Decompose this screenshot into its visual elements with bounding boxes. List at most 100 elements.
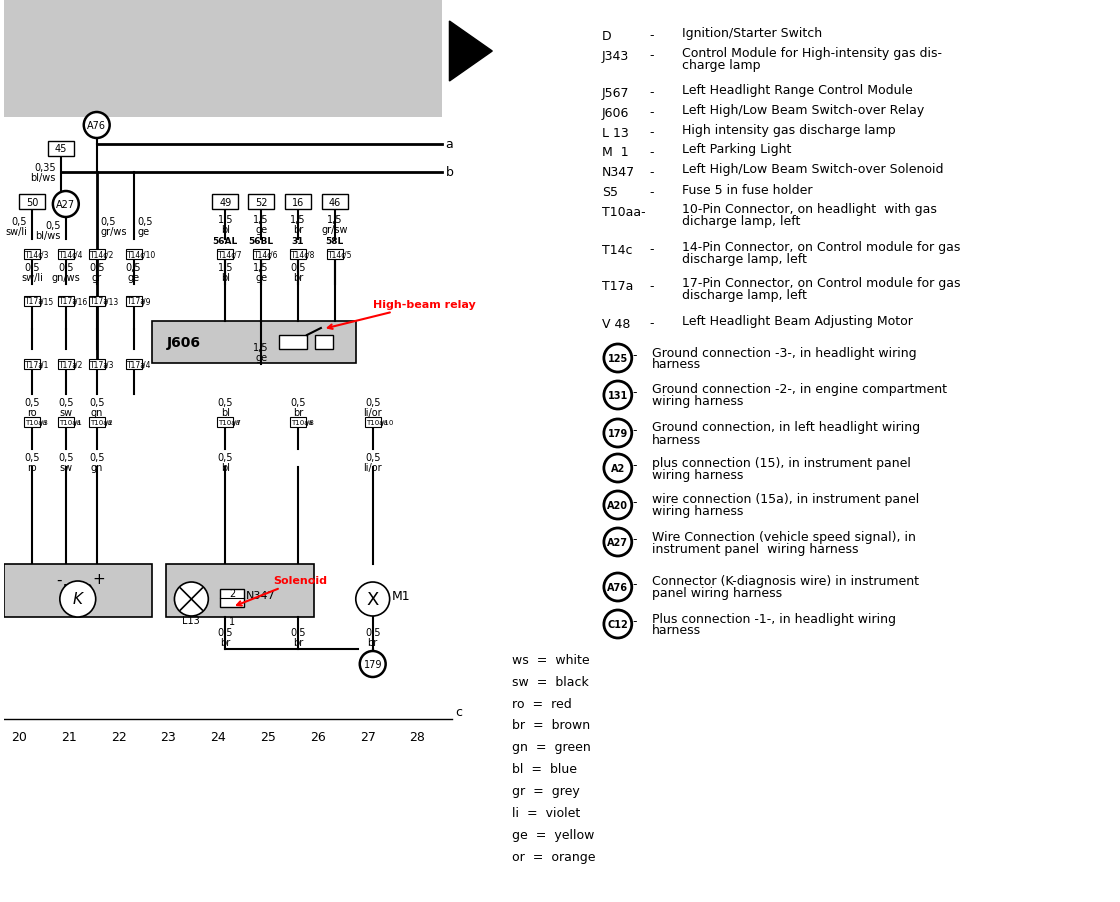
Bar	[58, 418, 74, 428]
Text: T10aa: T10aa	[90, 419, 112, 426]
Text: 1,5: 1,5	[253, 215, 269, 225]
Text: bl: bl	[221, 463, 230, 473]
Text: J606: J606	[167, 336, 200, 350]
Text: 1,5: 1,5	[253, 262, 269, 272]
Polygon shape	[449, 22, 493, 82]
Bar	[4, 565, 151, 617]
Text: /2: /2	[105, 419, 112, 426]
Text: -: -	[633, 533, 637, 546]
Bar	[58, 297, 74, 307]
Text: Ignition/Starter Switch: Ignition/Starter Switch	[682, 26, 822, 40]
Circle shape	[175, 583, 208, 616]
Text: bl: bl	[221, 225, 230, 235]
Text: T14c: T14c	[328, 250, 346, 259]
Text: T14c: T14c	[90, 250, 109, 259]
Text: L 13: L 13	[601, 126, 628, 139]
Text: -: -	[633, 578, 637, 591]
Text: br: br	[292, 638, 304, 648]
Text: 28: 28	[410, 731, 426, 743]
Text: T14c: T14c	[127, 250, 144, 259]
Text: 0,5: 0,5	[217, 453, 233, 463]
Text: 0,5: 0,5	[88, 398, 104, 408]
Circle shape	[604, 382, 632, 410]
Bar	[125, 250, 141, 260]
Text: T17a: T17a	[601, 281, 633, 293]
Text: ro  =  red: ro = red	[512, 696, 572, 710]
Text: 56AL: 56AL	[213, 237, 237, 246]
Text: 45: 45	[55, 144, 67, 154]
Text: Left Headlight Beam Adjusting Motor: Left Headlight Beam Adjusting Motor	[682, 314, 913, 327]
Text: 1,5: 1,5	[253, 343, 269, 353]
Text: or  =  orange: or = orange	[512, 851, 596, 863]
Text: bl: bl	[221, 408, 230, 418]
Text: 56BL: 56BL	[249, 237, 273, 246]
Text: sw/li: sw/li	[6, 226, 27, 236]
Text: Ground connection -3-, in headlight wiring: Ground connection -3-, in headlight wiri…	[652, 346, 916, 359]
Text: dicharge lamp, left: dicharge lamp, left	[682, 216, 800, 228]
Text: a: a	[446, 138, 454, 152]
Text: 52: 52	[255, 198, 268, 207]
Text: gr  =  grey: gr = grey	[512, 785, 580, 797]
Bar	[167, 565, 314, 617]
Text: gn: gn	[91, 408, 103, 418]
Text: gn: gn	[91, 463, 103, 473]
Text: gn  =  green: gn = green	[512, 741, 591, 754]
Text: M  1: M 1	[601, 146, 628, 160]
Text: 50: 50	[26, 198, 38, 207]
Text: /15: /15	[41, 297, 53, 306]
Text: c: c	[456, 705, 463, 719]
Text: Left Parking Light: Left Parking Light	[682, 143, 791, 156]
Text: 1: 1	[230, 616, 235, 626]
Bar	[24, 418, 40, 428]
Bar	[290, 250, 306, 260]
Text: /2: /2	[105, 250, 113, 259]
Text: /10: /10	[142, 250, 155, 259]
Text: bl  =  blue: bl = blue	[512, 763, 577, 776]
Text: /10: /10	[382, 419, 393, 426]
Text: li/or: li/or	[363, 463, 382, 473]
Text: T17a: T17a	[59, 297, 78, 306]
Circle shape	[604, 455, 632, 483]
Text: /6: /6	[270, 250, 278, 259]
Text: /9: /9	[142, 297, 150, 306]
Bar	[19, 195, 45, 210]
Bar	[24, 360, 40, 370]
Text: harness: harness	[652, 624, 701, 637]
Bar	[58, 360, 74, 370]
Text: br: br	[221, 638, 231, 648]
Text: /5: /5	[344, 250, 352, 259]
Text: ge: ge	[138, 226, 150, 236]
Text: discharge lamp, left: discharge lamp, left	[682, 290, 806, 302]
Text: 58L: 58L	[326, 237, 344, 246]
Bar	[125, 360, 141, 370]
Text: br: br	[292, 225, 304, 235]
Bar	[48, 142, 74, 157]
Bar	[327, 250, 343, 260]
Bar	[249, 195, 274, 210]
Text: sw/li: sw/li	[21, 272, 43, 282]
Text: sw  =  black: sw = black	[512, 675, 589, 687]
Text: -: -	[633, 386, 637, 399]
Text: -: -	[56, 572, 62, 587]
Bar	[213, 195, 239, 210]
Bar	[88, 250, 104, 260]
Text: A2: A2	[610, 464, 625, 474]
Text: T17a: T17a	[25, 297, 44, 306]
Bar	[321, 195, 348, 210]
Bar	[88, 418, 104, 428]
Text: -: -	[650, 87, 654, 99]
Text: 26: 26	[310, 731, 326, 743]
Text: -: -	[633, 349, 637, 362]
Text: -: -	[650, 187, 654, 199]
Circle shape	[604, 529, 632, 557]
Circle shape	[604, 574, 632, 602]
Text: A76: A76	[607, 583, 628, 593]
Text: T14c: T14c	[25, 250, 44, 259]
Text: T10aa: T10aa	[218, 419, 240, 426]
Text: T17a: T17a	[90, 297, 109, 306]
Text: /4: /4	[142, 360, 150, 369]
Text: b: b	[446, 166, 454, 179]
Bar	[253, 250, 269, 260]
Bar	[279, 336, 307, 350]
Circle shape	[84, 113, 110, 139]
